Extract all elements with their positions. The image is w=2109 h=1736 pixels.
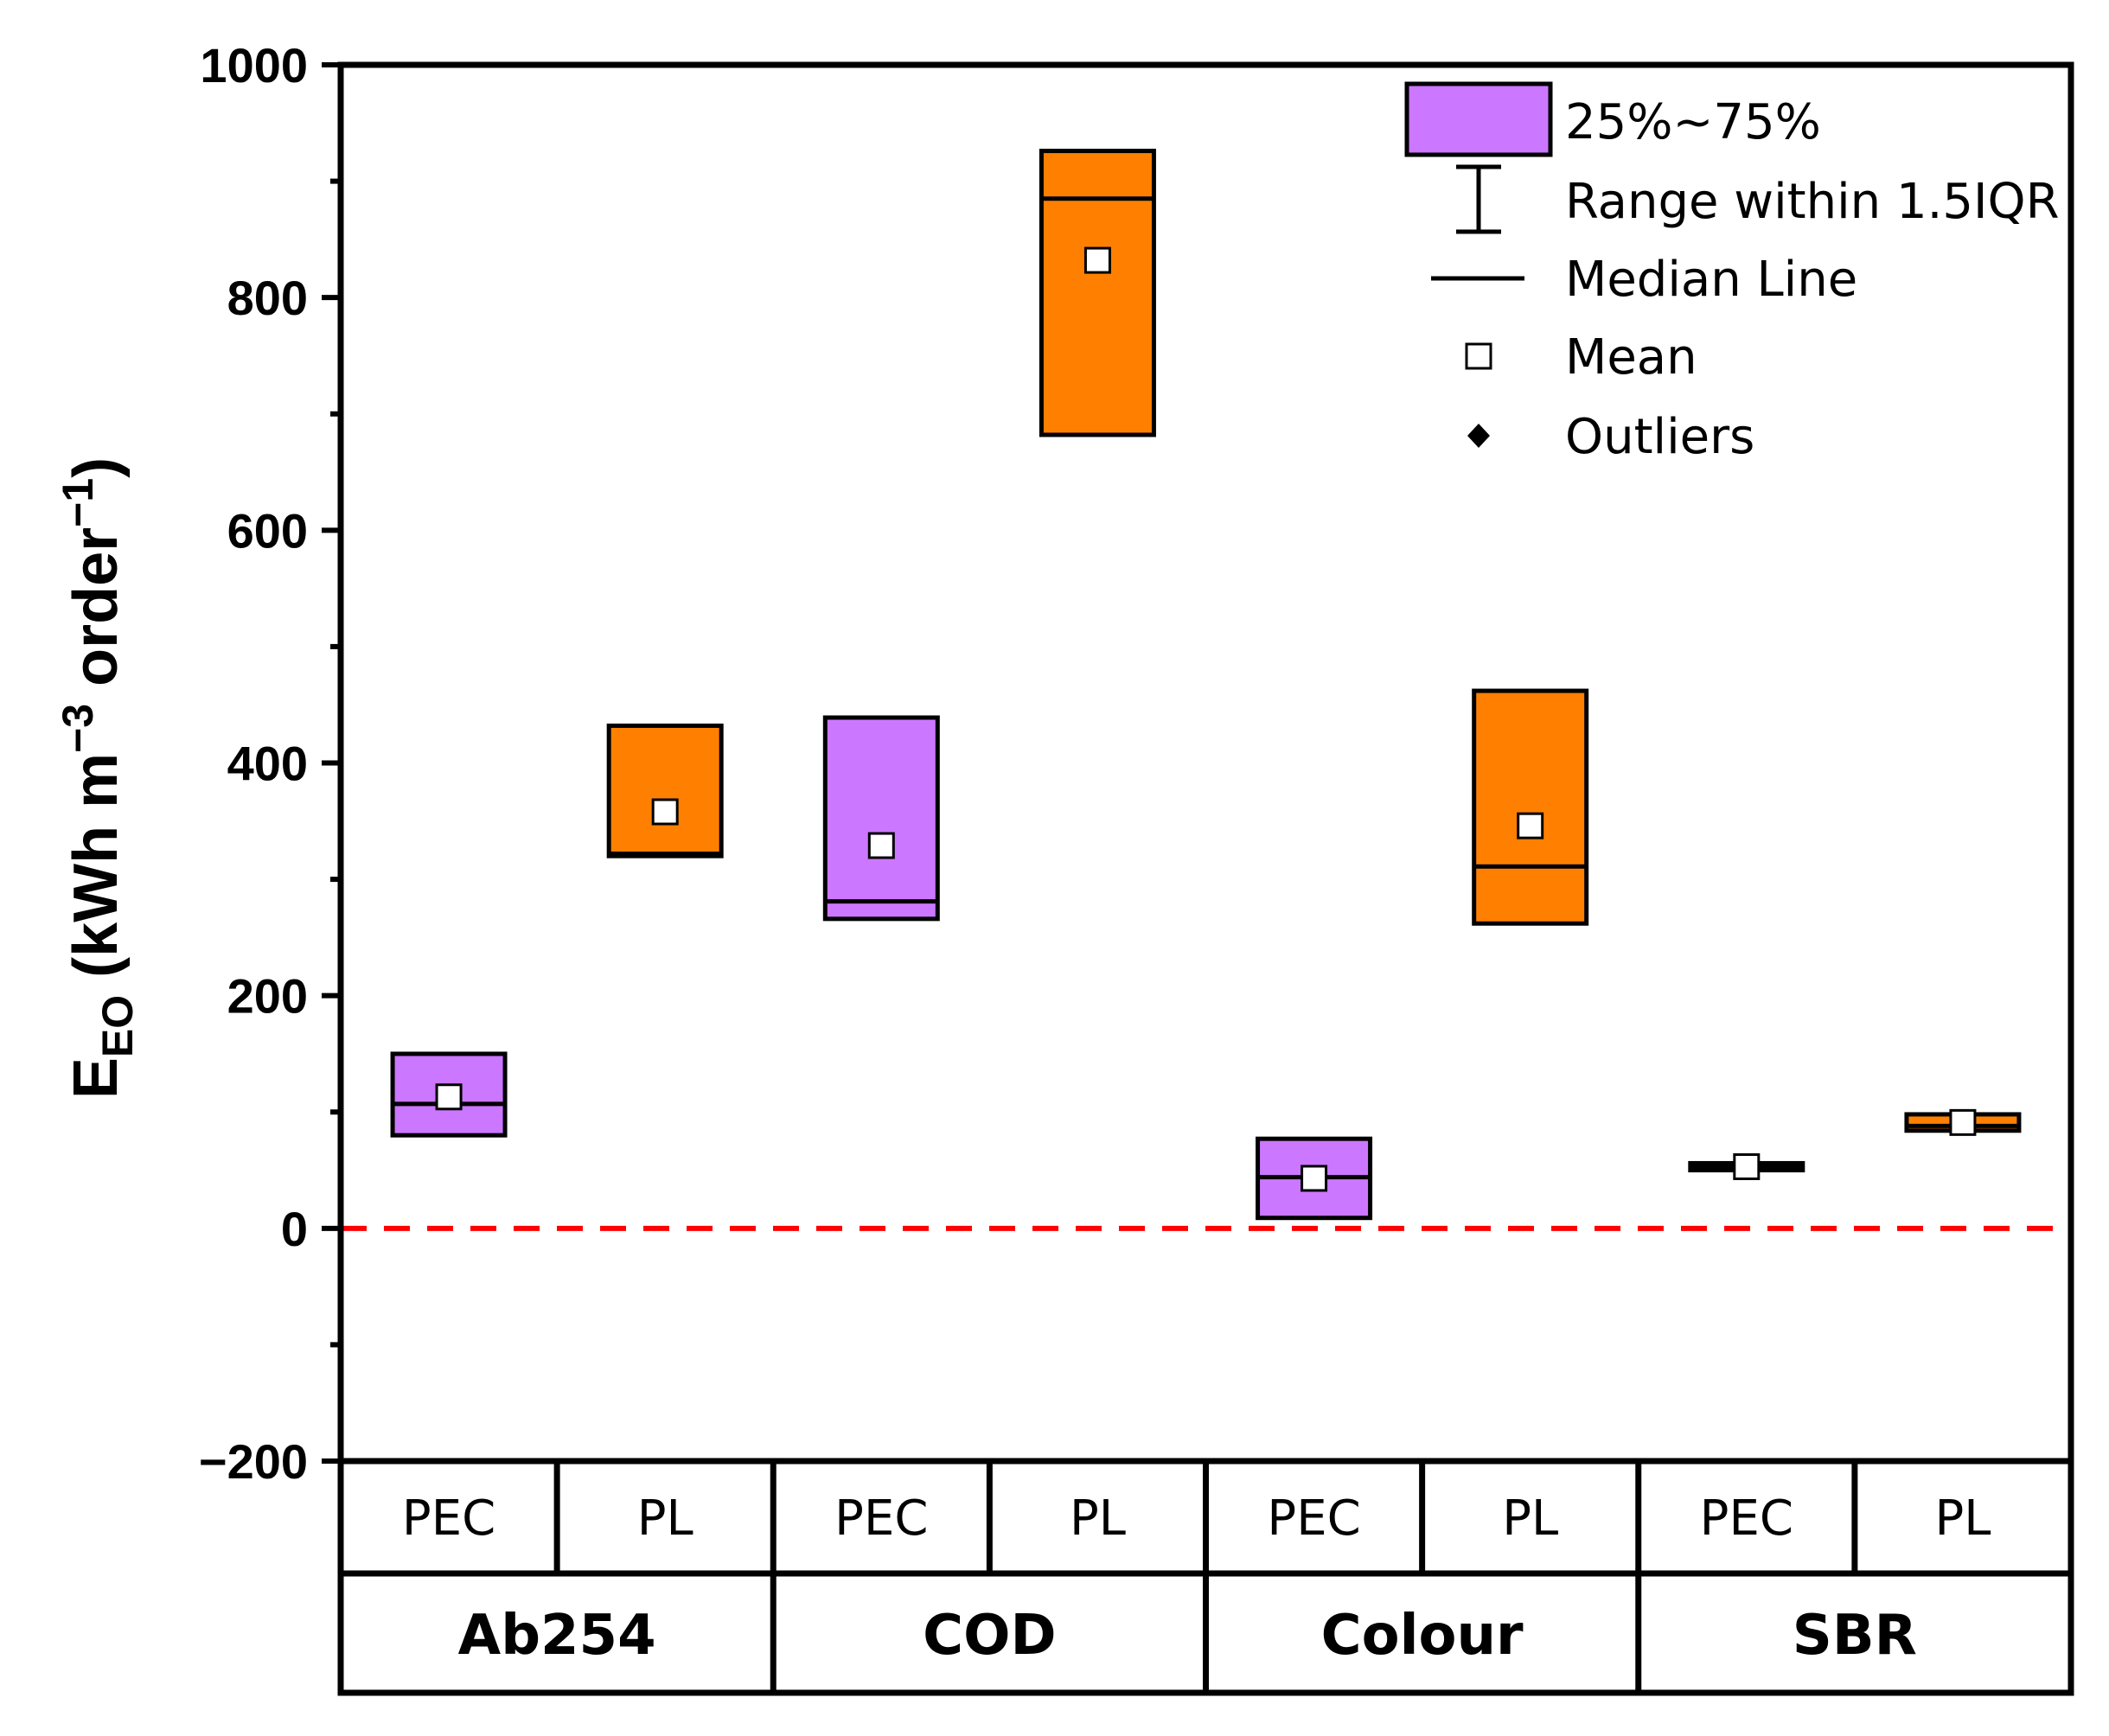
y-axis-label: EEO (kWh m−3 order−1) [54, 457, 142, 1099]
legend-entry-label: Range within 1.5IQR [1565, 174, 2060, 230]
box-cod-pec [822, 715, 940, 922]
legend-entry-label: Outliers [1565, 409, 1754, 465]
boxes-layer [390, 149, 2022, 1221]
legend-outlier-swatch [1467, 424, 1490, 448]
ylabel-main: E [61, 1057, 131, 1099]
legend-entry-label: Median Line [1565, 252, 1857, 308]
mean-marker-cod-pec [867, 832, 895, 859]
plot-frame [337, 61, 2074, 1461]
y-tick-label: 200 [227, 969, 308, 1024]
legend-box-swatch [1404, 81, 1553, 157]
method-label-pec: PEC [834, 1490, 928, 1547]
method-label-pec: PEC [1700, 1490, 1793, 1547]
method-label-pec: PEC [402, 1490, 495, 1547]
method-label-pl: PL [1502, 1490, 1558, 1547]
method-label-pec: PEC [1267, 1490, 1360, 1547]
mean-marker-cod-pl [1083, 246, 1111, 274]
method-label-pl: PL [1934, 1490, 1991, 1547]
group-label-colour: Colour [1321, 1604, 1524, 1668]
mean-marker-colour-pec [1301, 1165, 1328, 1192]
mean-marker-colour-pl [1517, 812, 1544, 839]
group-label-ab254: Ab254 [458, 1604, 656, 1668]
legend-entry-label: Mean [1565, 329, 1697, 386]
mean-marker-ab254-pl [651, 798, 679, 826]
y-tick-label: 600 [227, 503, 308, 558]
y-tick-label: −200 [199, 1434, 308, 1489]
legend-entry-label: 25%~75% [1565, 94, 1821, 150]
ylabel-sup1: −3 [54, 704, 102, 753]
box-ab254-pl [606, 723, 724, 858]
y-tick-label: 1000 [200, 38, 308, 93]
box-colour-pl [1472, 688, 1589, 926]
group-label-cod: COD [923, 1604, 1057, 1668]
mean-marker-sbr-pl [1949, 1108, 1977, 1136]
ylabel-units-prefix: (kWh m [61, 753, 131, 995]
legend-mean-swatch [1465, 342, 1492, 370]
y-tick-label: 400 [227, 737, 308, 791]
box-cod-pl [1039, 149, 1156, 437]
mean-marker-ab254-pec [435, 1083, 463, 1111]
y-tick-label: 800 [227, 271, 308, 325]
ylabel-subscript: EO [93, 995, 142, 1057]
legend: 25%~75% Range within 1.5IQR Median Line Mea… [1404, 81, 2060, 465]
mean-marker-sbr-pec [1733, 1153, 1761, 1181]
y-tick-label: 0 [281, 1202, 308, 1256]
method-label-pl: PL [1070, 1490, 1126, 1547]
ylabel-units-mid: order [61, 527, 131, 704]
group-label-sbr: SBR [1793, 1604, 1917, 1668]
axes-layer: −200 0 200 400 600 800 1000 [199, 38, 2074, 1489]
method-label-pl: PL [637, 1490, 693, 1547]
ylabel-sup2: −1 [54, 478, 102, 527]
ylabel-units-suffix: ) [61, 457, 131, 478]
